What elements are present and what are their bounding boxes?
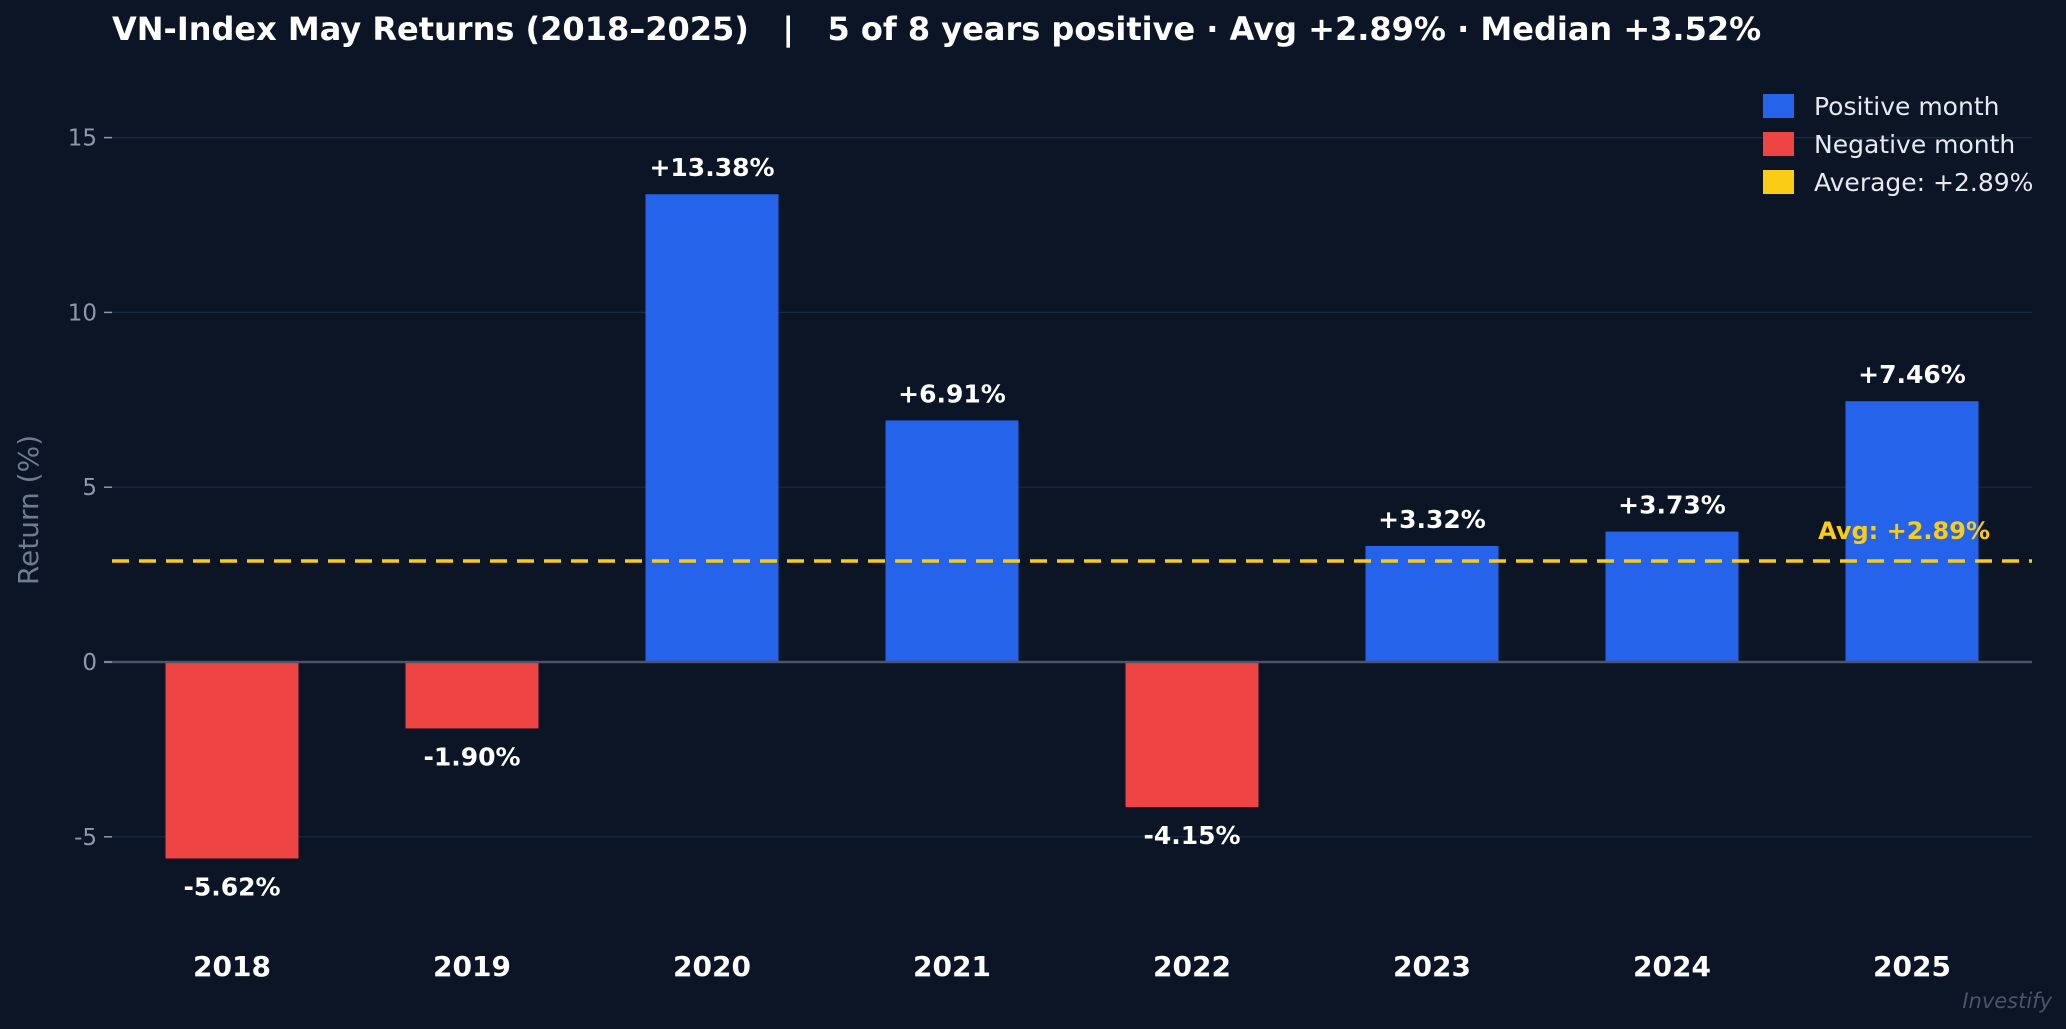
- x-axis: 2018 2019 2020 2021 2022 2023 2024 2025: [193, 950, 1951, 983]
- x-tick-label: 2018: [193, 950, 271, 983]
- bar-value-label: +3.73%: [1618, 491, 1726, 520]
- bar-2025: [1845, 401, 1979, 662]
- bar-value-label: +13.38%: [649, 153, 774, 182]
- y-tick-label: 10: [68, 300, 97, 326]
- chart-title: VN-Index May Returns (2018–2025) | 5 of …: [112, 10, 1761, 49]
- legend-swatch-positive: [1763, 94, 1794, 118]
- legend-label-negative: Negative month: [1814, 130, 2015, 159]
- average-line-group: Avg: +2.89%: [112, 517, 2032, 563]
- x-tick-label: 2024: [1633, 950, 1711, 983]
- bar-value-label: -1.90%: [423, 742, 520, 771]
- x-tick-label: 2019: [433, 950, 511, 983]
- legend-label-average: Average: +2.89%: [1814, 168, 2033, 197]
- x-tick-label: 2022: [1153, 950, 1231, 983]
- y-tick-label: 15: [68, 126, 97, 152]
- bar-2022: [1125, 662, 1259, 808]
- bar-value-label: +3.32%: [1378, 505, 1486, 534]
- x-tick-label: 2020: [673, 950, 751, 983]
- y-tick-label: 5: [82, 475, 97, 501]
- bar-2019: [405, 662, 539, 729]
- bar-2018: [165, 662, 299, 859]
- bar-value-label: -4.15%: [1143, 821, 1240, 850]
- y-tick-label: -5: [74, 825, 97, 851]
- grid-lines: [104, 137, 2032, 838]
- bar-2023: [1365, 545, 1499, 662]
- bar-value-label: +6.91%: [898, 379, 1006, 408]
- legend-swatch-negative: [1763, 132, 1794, 156]
- legend-swatch-average: [1763, 170, 1794, 194]
- y-axis-label: Return (%): [12, 435, 45, 585]
- bar-2020: [645, 194, 779, 662]
- average-line-label: Avg: +2.89%: [1818, 517, 1990, 545]
- watermark: Investify: [1962, 989, 2052, 1013]
- y-tick-label: 0: [82, 650, 97, 676]
- legend-label-positive: Positive month: [1814, 92, 1999, 121]
- x-tick-label: 2023: [1393, 950, 1471, 983]
- y-axis: -5 0 5 10 15: [68, 126, 112, 851]
- bar-2024: [1605, 531, 1739, 662]
- legend: Positive month Negative month Average: +…: [1763, 92, 2033, 197]
- bar-value-label: +7.46%: [1858, 360, 1966, 389]
- x-tick-label: 2025: [1873, 950, 1951, 983]
- x-tick-label: 2021: [913, 950, 991, 983]
- bar-value-label: -5.62%: [183, 872, 280, 901]
- bar-2021: [885, 420, 1019, 662]
- data-labels: -5.62% -1.90% +13.38% +6.91% -4.15% +3.32% +3.…: [183, 153, 1965, 901]
- bars: [165, 194, 1979, 859]
